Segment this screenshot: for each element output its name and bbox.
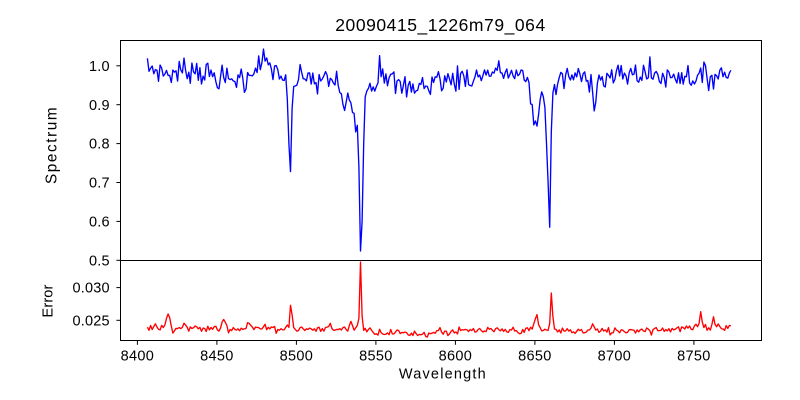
svg-text:Error: Error: [41, 284, 57, 317]
svg-text:0.7: 0.7: [89, 176, 110, 192]
svg-text:Spectrum: Spectrum: [44, 106, 61, 184]
svg-text:0.5: 0.5: [89, 253, 110, 269]
svg-text:1.0: 1.0: [89, 59, 110, 75]
svg-text:8600: 8600: [439, 349, 472, 365]
svg-text:8700: 8700: [598, 349, 631, 365]
svg-text:8750: 8750: [677, 349, 710, 365]
svg-text:8400: 8400: [121, 349, 154, 365]
svg-text:8450: 8450: [200, 349, 233, 365]
svg-text:0.025: 0.025: [73, 313, 110, 329]
svg-text:8550: 8550: [359, 349, 392, 365]
svg-text:0.6: 0.6: [89, 215, 110, 231]
svg-text:8650: 8650: [518, 349, 551, 365]
svg-text:0.030: 0.030: [73, 281, 110, 297]
svg-text:0.9: 0.9: [89, 98, 110, 114]
svg-text:Wavelength: Wavelength: [399, 367, 487, 383]
svg-text:20090415_1226m79_064: 20090415_1226m79_064: [335, 15, 546, 36]
svg-text:0.8: 0.8: [89, 137, 110, 153]
svg-text:8500: 8500: [280, 349, 313, 365]
